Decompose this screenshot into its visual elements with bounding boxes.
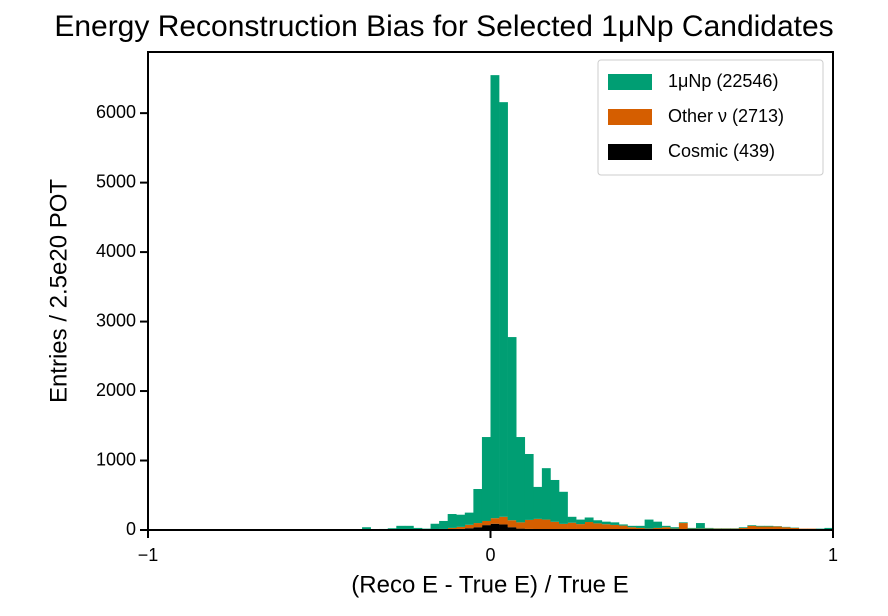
histogram-bar — [705, 528, 714, 529]
histogram-bar — [585, 522, 594, 530]
histogram-bar — [610, 522, 619, 525]
histogram-bar — [542, 468, 551, 519]
histogram-bar — [525, 520, 534, 529]
legend-label: 1μNp (22546) — [668, 71, 778, 91]
histogram-bar — [559, 524, 568, 530]
histogram-bar — [473, 489, 482, 523]
histogram-bar — [585, 517, 594, 522]
histogram-bar — [568, 517, 577, 523]
histogram-bar — [533, 519, 542, 529]
histogram-bar — [765, 526, 774, 527]
histogram-bar — [508, 520, 517, 527]
legend-label: Other ν (2713) — [668, 106, 784, 126]
histogram-bar — [756, 526, 765, 527]
histogram-bar — [499, 102, 508, 517]
histogram-bar — [696, 523, 705, 529]
histogram-bar — [456, 527, 465, 529]
y-axis-label: Entries / 2.5e20 POT — [45, 179, 72, 403]
histogram-bar — [636, 526, 645, 528]
histogram-bar — [448, 514, 457, 528]
histogram-bar — [747, 525, 756, 526]
histogram-bar — [482, 521, 491, 525]
histogram-bar — [619, 524, 628, 525]
histogram-bar — [628, 526, 637, 527]
x-tick-label: 1 — [828, 545, 838, 565]
legend-swatch — [608, 109, 652, 125]
histogram-bar — [516, 522, 525, 528]
histogram-bar — [602, 524, 611, 530]
histogram-bar — [456, 515, 465, 527]
histogram-bar — [473, 523, 482, 527]
histogram-bar — [662, 526, 671, 527]
histogram-bar — [739, 527, 748, 528]
histogram-bar — [679, 522, 688, 523]
histogram-bar — [482, 437, 491, 521]
y-tick-label: 0 — [126, 519, 136, 539]
histogram-bar — [550, 480, 559, 522]
y-tick-label: 3000 — [96, 310, 136, 330]
y-tick-label: 4000 — [96, 241, 136, 261]
histogram-bar — [593, 520, 602, 523]
histogram-bar — [559, 492, 568, 524]
histogram-bar — [687, 528, 696, 529]
legend-swatch — [608, 144, 652, 160]
histogram-bar — [568, 523, 577, 530]
histogram-bar — [670, 527, 679, 528]
histogram-bar — [542, 520, 551, 530]
histogram-bar — [439, 521, 448, 529]
histogram-bar — [465, 513, 474, 525]
histogram-bar — [679, 523, 688, 530]
histogram-bar — [576, 520, 585, 525]
histogram-bar — [533, 487, 542, 519]
y-tick-label: 1000 — [96, 449, 136, 469]
histogram-bar — [431, 524, 440, 530]
histogram-bar — [525, 454, 534, 520]
legend-swatch — [608, 74, 652, 90]
y-tick-label: 6000 — [96, 102, 136, 122]
histogram-bar — [550, 522, 559, 530]
histogram-bar — [491, 518, 500, 524]
y-tick-label: 5000 — [96, 171, 136, 191]
y-tick-label: 2000 — [96, 380, 136, 400]
histogram-bar — [491, 75, 500, 518]
histogram-bar — [602, 522, 611, 525]
x-axis-label: (Reco E - True E) / True E — [351, 571, 628, 598]
chart-title: Energy Reconstruction Bias for Selected … — [54, 10, 833, 43]
histogram-bar — [593, 523, 602, 529]
histogram-bar — [465, 525, 474, 528]
x-tick-label: −1 — [138, 545, 159, 565]
histogram-bar — [508, 337, 517, 520]
legend-label: Cosmic (439) — [668, 141, 775, 161]
histogram-bar — [499, 517, 508, 525]
histogram-bar — [645, 520, 654, 529]
histogram-bar — [576, 524, 585, 530]
x-tick-label: 0 — [485, 545, 495, 565]
histogram-bar — [516, 437, 525, 522]
histogram-bar — [653, 522, 662, 528]
